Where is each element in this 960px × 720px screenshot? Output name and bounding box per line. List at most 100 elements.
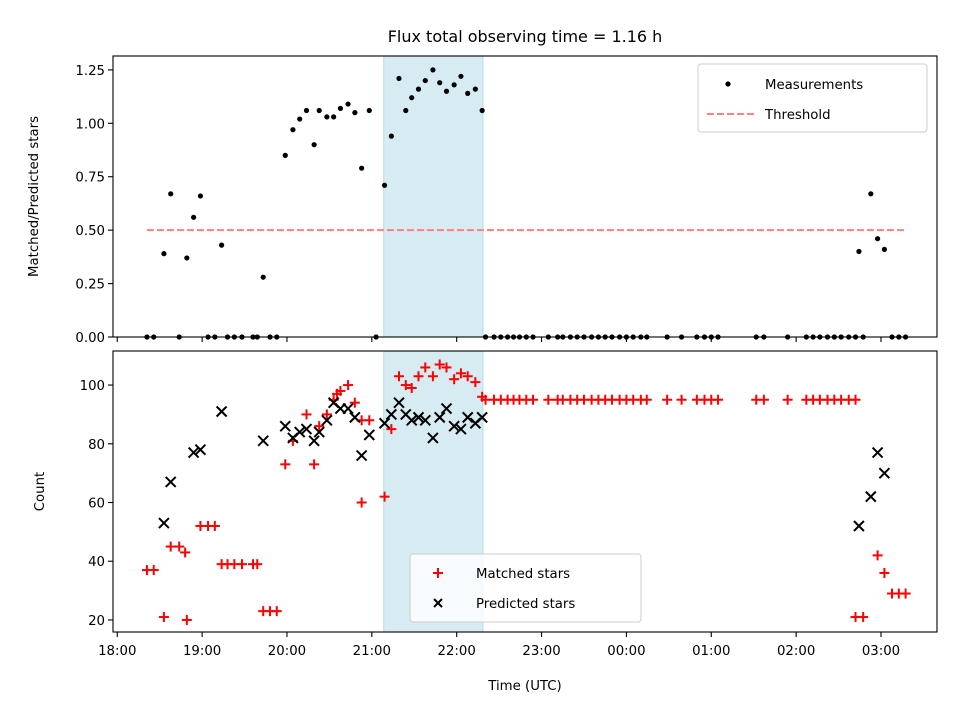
top-legend: Measurements Threshold	[697, 63, 928, 133]
predicted-star-point	[215, 405, 228, 418]
measurement-point	[472, 86, 478, 92]
y-tick-label: 0.50	[75, 224, 105, 239]
predicted-stars-points	[158, 396, 891, 532]
measurement-point	[191, 214, 197, 220]
x-tick-label: 21:00	[353, 644, 391, 659]
y-tick-label: 0.25	[75, 278, 105, 293]
predicted-star-point	[355, 449, 368, 462]
x-tick-label: 23:00	[522, 644, 560, 659]
measurement-point	[422, 77, 428, 84]
measurement-point	[311, 142, 317, 148]
measurement-point	[381, 182, 388, 188]
predicted-star-point	[300, 423, 313, 435]
matched-star-point	[662, 394, 673, 405]
measurement-point	[219, 242, 225, 248]
matched-star-point	[393, 371, 404, 382]
x-tick-label: 19:00	[183, 644, 221, 659]
matched-star-point	[280, 459, 291, 470]
top-panel: 0.00 0.25 0.50 0.75 1.00 1.25 Matched/Predict…	[27, 55, 938, 346]
predicted-star-point	[871, 446, 884, 459]
matched-star-point	[301, 409, 312, 420]
predicted-star-point	[313, 426, 325, 438]
x-tick-label: 20:00	[268, 644, 306, 659]
predicted-star-point	[293, 426, 306, 438]
matched-star-point	[181, 614, 192, 625]
matched-star-point	[165, 541, 176, 552]
matched-star-point	[455, 368, 466, 379]
legend-predicted-marker	[433, 598, 443, 608]
measurement-point	[415, 86, 422, 92]
matched-star-point	[713, 394, 724, 405]
x-axis-label: Time (UTC)	[487, 679, 562, 694]
matched-star-point	[858, 612, 869, 623]
measurement-point	[396, 75, 402, 82]
matched-star-point	[676, 394, 687, 405]
matched-star-point	[872, 550, 883, 561]
measurement-point	[184, 255, 190, 261]
predicted-star-point	[455, 423, 467, 435]
matched-star-point	[379, 491, 390, 502]
measurement-point	[868, 191, 874, 197]
matched-star-point	[400, 380, 411, 391]
matched-stars-points	[141, 359, 911, 625]
measurement-point	[359, 165, 365, 171]
measurement-point	[337, 105, 344, 111]
measurement-point	[260, 274, 266, 280]
matched-star-point	[356, 497, 367, 508]
y-tick-label: 0.00	[75, 331, 105, 346]
predicted-star-point	[187, 446, 200, 459]
matched-star-point	[158, 612, 169, 623]
predicted-star-point	[385, 408, 398, 421]
measurement-point	[388, 133, 394, 139]
legend-matched-label: Matched stars	[476, 567, 570, 582]
predicted-star-point	[412, 411, 425, 424]
matched-star-point	[641, 394, 652, 405]
measurement-point	[352, 110, 358, 116]
bottom-legend-box	[409, 553, 642, 623]
matched-star-point	[349, 397, 360, 408]
y-tick-label: 1.25	[75, 64, 105, 79]
top-legend-box	[697, 63, 928, 133]
matched-star-point	[364, 415, 375, 426]
measurement-point	[881, 246, 887, 252]
predicted-star-point	[462, 411, 474, 424]
matched-star-point	[480, 394, 491, 405]
measurement-point	[282, 152, 288, 158]
predicted-star-point	[476, 411, 488, 424]
matched-star-point	[900, 588, 911, 599]
predicted-star-point	[878, 467, 891, 479]
predicted-star-point	[419, 414, 431, 427]
matched-star-point	[434, 359, 445, 370]
matched-star-point	[174, 541, 185, 552]
matched-star-point	[758, 394, 769, 405]
measurement-point	[430, 67, 436, 73]
measurement-point	[409, 95, 415, 101]
matched-star-point	[470, 377, 481, 388]
y-tick-label: 40	[88, 555, 105, 570]
matched-star-point	[236, 559, 247, 570]
matched-star-point	[406, 382, 417, 393]
matched-star-point	[209, 521, 220, 532]
predicted-star-point	[342, 402, 354, 415]
top-y-axis-label: Matched/Predicted stars	[27, 116, 42, 277]
predicted-star-point	[349, 411, 361, 424]
predicted-star-point	[363, 429, 375, 441]
predicted-star-point	[279, 420, 291, 432]
matched-star-point	[271, 606, 282, 617]
predicted-star-point	[257, 435, 269, 447]
measurement-point	[331, 114, 337, 120]
measurement-point	[168, 191, 174, 197]
matched-star-point	[252, 559, 263, 570]
y-tick-label: 100	[80, 379, 105, 394]
predicted-star-point	[865, 490, 877, 503]
matched-star-point	[850, 394, 861, 405]
matched-star-point	[180, 547, 191, 558]
measurement-point	[479, 107, 485, 114]
measurement-point	[366, 107, 372, 114]
measurement-point	[443, 88, 450, 94]
matched-star-point	[420, 362, 431, 373]
measurement-point	[403, 107, 409, 114]
predicted-star-point	[158, 517, 170, 529]
measurement-point	[874, 236, 881, 242]
measurement-point	[458, 73, 464, 79]
